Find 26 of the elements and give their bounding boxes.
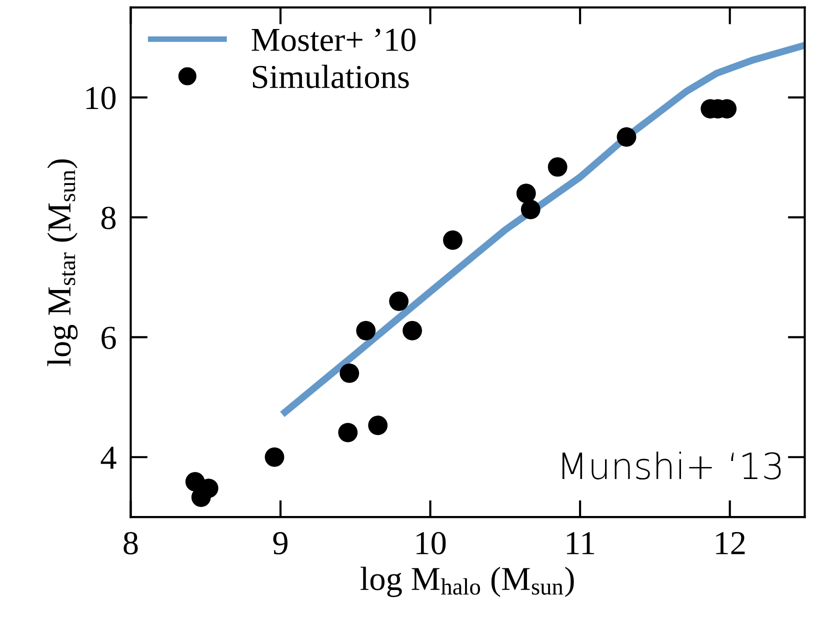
y-tick-label: 6: [102, 326, 116, 350]
annotation: Munshi+ ‘13: [562, 452, 781, 480]
x-tick-label: 9: [273, 532, 288, 554]
point: [368, 416, 388, 436]
point: [616, 127, 636, 147]
point: [264, 447, 284, 467]
point: [356, 320, 376, 340]
y-tick-label: 8: [101, 206, 116, 230]
y-tick-label: 10: [86, 86, 116, 110]
point: [443, 230, 462, 250]
x-tick-label: 11: [566, 532, 594, 554]
point: [338, 422, 358, 442]
x-tick-label: 8: [124, 532, 138, 554]
point: [548, 157, 568, 177]
y-axis-title: log M$_{star}$ (M$_{sun}$): [47, 159, 78, 366]
point: [402, 320, 422, 340]
point: [520, 200, 540, 220]
y-tick-label: 4: [100, 446, 116, 469]
x-tick-label: 10: [416, 532, 446, 554]
point: [389, 292, 409, 311]
x-axis-title: log M$_{halo}$ (M$_{sun}$): [360, 566, 574, 598]
legend-label: Simulations: [252, 64, 409, 88]
legend-label: Moster+ ’10: [252, 28, 416, 52]
x-tick-label: 12: [716, 532, 745, 554]
point: [516, 184, 536, 204]
point: [340, 363, 360, 383]
